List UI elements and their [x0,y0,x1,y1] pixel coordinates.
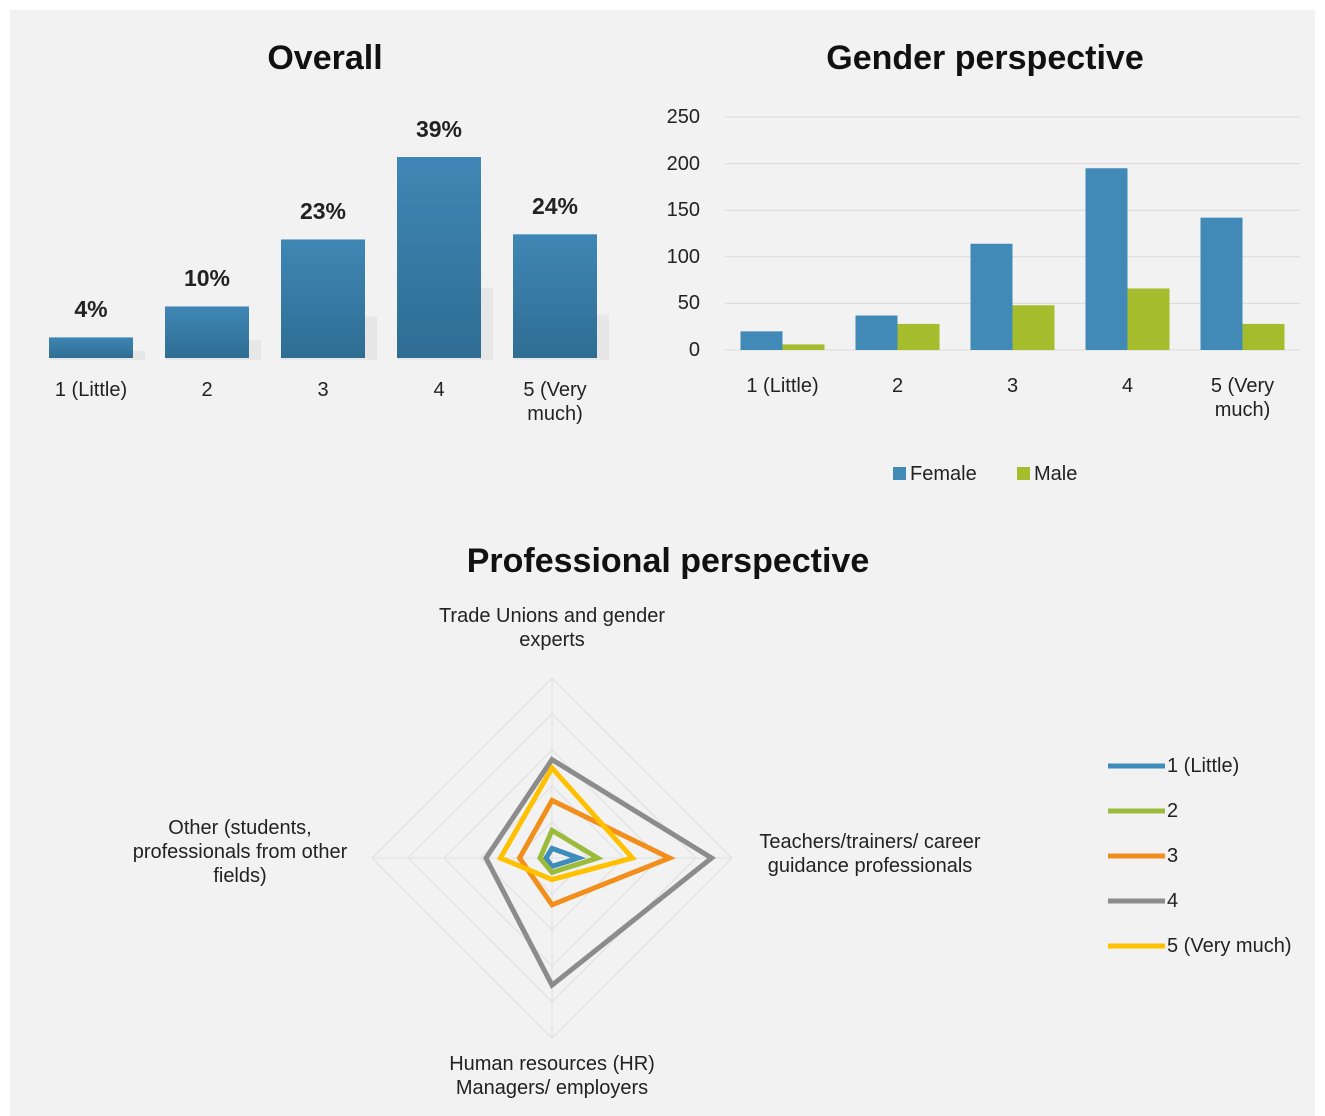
legend-label: Male [1034,463,1078,485]
radar-line [483,756,716,990]
axis-label: Trade Unions and gender experts [438,605,666,651]
bar [970,243,1013,350]
y-tick-label: 200 [666,152,700,175]
bar [397,157,481,358]
value-label: 23% [299,198,347,225]
value-label: 39% [415,116,463,142]
x-tick-label: 4 [1121,375,1134,397]
y-tick-label: 250 [666,106,700,128]
x-tick-label: 3 [1006,375,1019,397]
bar [49,337,133,358]
chart-title: Gender perspective [826,39,1144,77]
axis-label: Other (students, professionals from othe… [132,817,348,887]
value-label: 4% [74,296,108,323]
bar [165,306,249,358]
legend-swatch [1017,467,1030,480]
chart-title: Overall [267,39,383,77]
bar [1012,305,1055,350]
bar [1242,323,1285,350]
bar [281,239,365,358]
radar-line [516,797,676,908]
bar [1085,168,1128,350]
bar [897,323,940,350]
x-tick-label: 2 [201,379,213,401]
y-tick-label: 50 [677,292,700,315]
y-tick-label: 100 [666,245,700,268]
legend-label: Female [910,463,977,485]
legend-label: 5 (Very much) [1167,935,1292,957]
value-label: 24% [531,193,579,220]
value-label: 10% [183,265,231,292]
axis-label: Human resources (HR) Managers/ employers [449,1053,655,1099]
radar-line [537,826,604,876]
radar-line [496,763,637,883]
y-tick-label: 150 [666,199,700,222]
chart-title: Professional perspective [466,542,870,580]
legend-label: 2 [1167,800,1179,822]
x-tick-label: 5 (Very much) [1210,375,1275,421]
legend-label: 3 [1167,845,1179,867]
legend-label: 1 (Little) [1167,755,1240,777]
x-tick-label: 1 (Little) [54,379,128,401]
bar [855,315,898,350]
legend-swatch [893,467,906,480]
x-tick-label: 5 (Very much) [523,379,587,425]
axis-label: Teachers/trainers/ career guidance profe… [759,831,981,877]
bar [1127,288,1170,350]
radar-line [542,845,587,870]
y-tick-label: 0 [688,339,700,361]
bar [740,331,783,350]
x-tick-label: 2 [891,375,904,397]
bar [513,234,597,358]
x-tick-label: 4 [433,379,445,401]
x-tick-label: 1 (Little) [746,375,819,397]
bar [1200,217,1243,350]
x-tick-label: 3 [317,379,329,401]
legend-label: 4 [1167,890,1179,912]
bar [782,344,825,350]
